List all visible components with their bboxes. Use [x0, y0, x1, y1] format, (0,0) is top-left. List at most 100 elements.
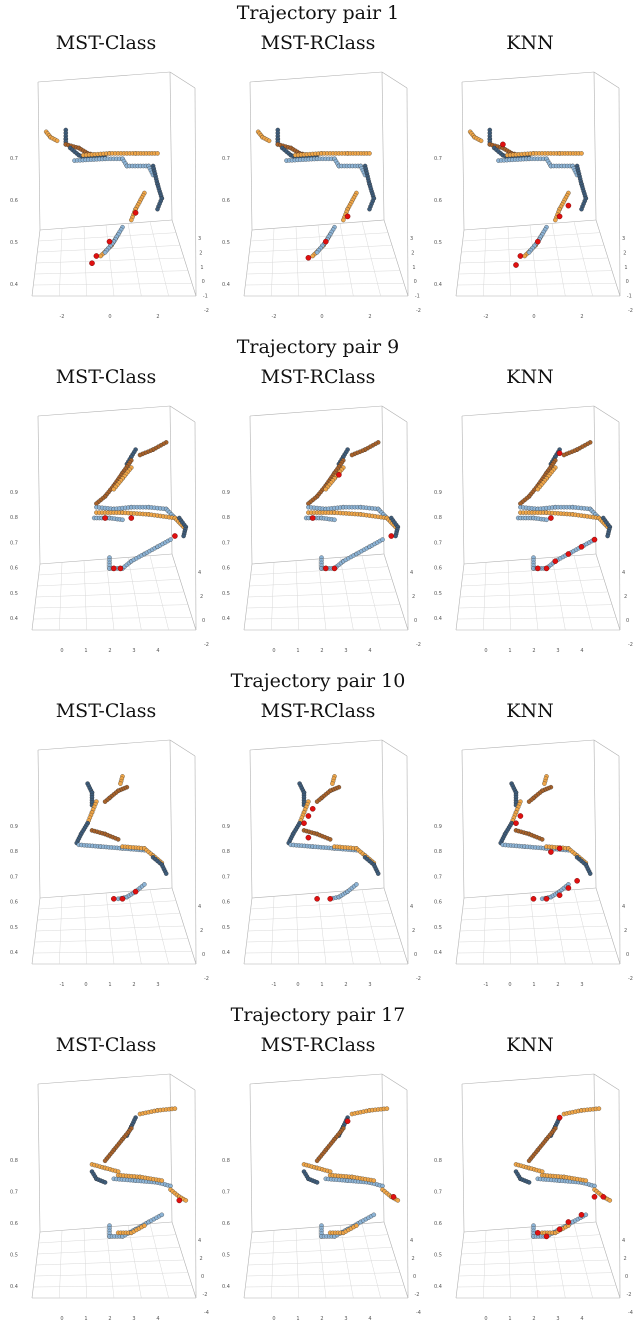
trajectory-pair-row: Trajectory pair 10 MST-Class 0.9 0.8 0.7 0.6 0… — [0, 668, 636, 1002]
box-edge — [461, 1083, 465, 1233]
y-tick-label: -2 — [627, 1292, 632, 1298]
z-tick-label: 0.8 — [222, 1158, 230, 1164]
row-title: Trajectory pair 10 — [230, 670, 406, 692]
x-tick-label: 3 — [368, 982, 371, 988]
x-tick-label: 2 — [368, 314, 371, 320]
z-tick-label: 0.4 — [434, 950, 442, 956]
misclassified-point — [578, 543, 585, 550]
trajectory-point — [115, 837, 121, 842]
trajectory-point — [539, 837, 545, 842]
misclassified-point — [336, 472, 342, 478]
trajectory-point — [522, 253, 527, 259]
box-edge — [593, 1073, 620, 1091]
y-tick-label: -2 — [416, 976, 421, 982]
x-tick-label: 2 — [156, 314, 159, 320]
trajectory-point — [155, 151, 160, 156]
z-tick-label: 0.9 — [10, 490, 18, 496]
z-tick-label: 0.5 — [222, 925, 230, 931]
x-tick-label: 1 — [108, 982, 111, 988]
box-edge — [593, 739, 620, 757]
z-tick-label: 0.9 — [222, 490, 230, 496]
box-edge — [37, 71, 171, 83]
misclassified-point — [543, 565, 550, 572]
scatter-3d-panel: 0.9 0.8 0.7 0.6 0.5 0.4 -1 0 1 2 3 4 2 0 -2 — [10, 739, 209, 988]
box-edge — [249, 749, 253, 899]
z-tick-label: 0.4 — [222, 1284, 230, 1290]
misclassified-point — [556, 450, 563, 457]
x-tick-label: 4 — [580, 1316, 583, 1322]
scatter-3d-panel: 0.8 0.7 0.6 0.5 0.4 0 1 2 3 4 4 2 0 -2 -4 — [434, 1073, 633, 1322]
trajectory-point — [266, 138, 272, 144]
x-tick-label: 3 — [344, 648, 347, 654]
trajectory-point — [605, 533, 610, 539]
y-tick-label: 4 — [622, 570, 625, 576]
y-tick-label: 2 — [624, 594, 627, 600]
scatter-3d-panel: 0.9 0.8 0.7 0.6 0.5 0.4 0 1 2 3 4 4 2 0 -2 — [10, 405, 209, 654]
box-edge — [249, 415, 253, 565]
box-edge — [169, 739, 173, 889]
trajectory-point — [371, 1178, 377, 1183]
z-tick-label: 0.5 — [222, 591, 230, 597]
y-tick-label: 2 — [200, 594, 203, 600]
y-tick-label: 4 — [198, 1238, 201, 1244]
box-edge — [381, 405, 408, 423]
trajectory-point — [120, 517, 125, 523]
z-tick-label: 0.6 — [222, 900, 230, 906]
box-edge — [169, 71, 173, 221]
x-tick-label: 3 — [156, 982, 159, 988]
misclassified-point — [548, 515, 554, 521]
trajectory-point — [159, 1212, 165, 1218]
trajectory-pair-row: Trajectory pair 17 MST-Class 0.8 0.7 0.6 0.5 0… — [0, 1002, 636, 1336]
trajectory-point — [118, 781, 123, 786]
misclassified-point — [517, 253, 524, 259]
panel-box — [455, 739, 621, 965]
panel-box — [243, 739, 409, 965]
z-tick-label: 0.5 — [10, 240, 18, 246]
panel-box — [31, 739, 197, 965]
z-tick-label: 0.5 — [434, 1253, 442, 1259]
column-title: MST-RClass — [260, 1034, 376, 1056]
x-tick-label: 0 — [296, 982, 299, 988]
x-tick-label: 1 — [508, 1316, 511, 1322]
box-edge — [37, 405, 171, 417]
x-tick-label: 4 — [156, 1316, 159, 1322]
x-tick-label: 0 — [272, 1316, 275, 1322]
misclassified-point — [517, 813, 524, 819]
misclassified-point — [314, 895, 320, 902]
misclassified-point — [344, 1118, 351, 1125]
z-tick-label: 0.4 — [222, 950, 230, 956]
z-tick-label: 0.4 — [434, 1284, 442, 1290]
z-tick-label: 0.7 — [222, 540, 230, 546]
z-tick-label: 0.7 — [222, 156, 230, 162]
trajectory-point — [323, 486, 329, 492]
box-edge — [37, 415, 41, 565]
z-tick-label: 0.4 — [10, 616, 18, 622]
z-tick-label: 0.8 — [434, 849, 442, 855]
trajectory-point — [102, 799, 108, 804]
z-tick-label: 0.4 — [10, 1284, 18, 1290]
z-tick-label: 0.8 — [434, 1158, 442, 1164]
y-tick-label: 0 — [414, 618, 417, 624]
y-tick-label: 2 — [200, 1256, 203, 1262]
trajectory-point — [314, 1158, 320, 1164]
trajectory-point — [159, 1178, 165, 1183]
trajectory-point — [535, 486, 541, 492]
trajectory-point — [526, 1180, 532, 1185]
box-edge — [37, 739, 171, 751]
z-tick-label: 0.4 — [222, 282, 230, 288]
panel-box — [243, 1073, 409, 1299]
trajectory-point — [544, 517, 549, 523]
trajectory-point — [142, 882, 147, 887]
y-tick-label: 4 — [622, 1238, 625, 1244]
box-edge — [169, 71, 196, 89]
misclassified-point — [552, 558, 559, 564]
misclassified-point — [344, 213, 351, 220]
z-tick-label: 0.8 — [222, 849, 230, 855]
scatter-3d-panel: 0.7 0.6 0.5 0.4 -2 0 2 3 2 1 0 -1 -2 — [222, 71, 421, 320]
misclassified-point — [500, 141, 506, 148]
floor-grid-line — [573, 555, 593, 631]
column-title: MST-Class — [55, 32, 157, 54]
misclassified-point — [93, 253, 100, 259]
z-tick-label: 0.8 — [434, 515, 442, 521]
misclassified-point — [119, 895, 126, 902]
